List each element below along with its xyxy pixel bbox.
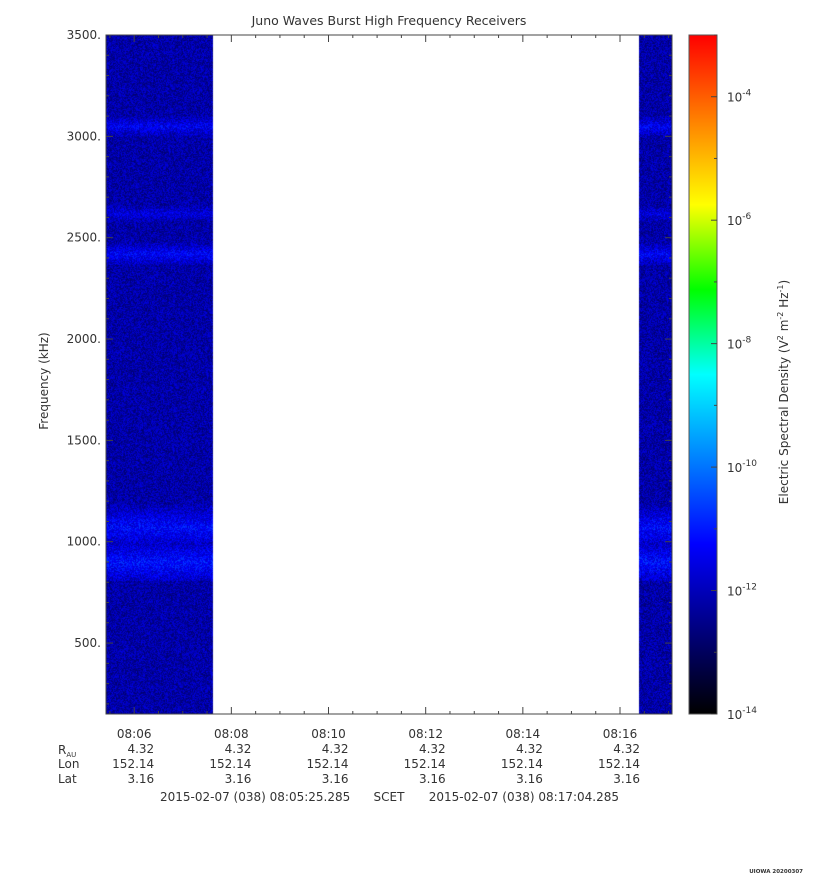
- ephemeris-lat-value: 3.16: [322, 772, 349, 786]
- x-tick-label: 08:16: [603, 727, 638, 741]
- colorbar-tick-label: 10-14: [727, 706, 757, 722]
- ephemeris-rau-value: 4.32: [516, 742, 543, 756]
- y-tick-label: 1000.: [67, 535, 101, 549]
- colorbar-tick-label: 10-10: [727, 459, 757, 475]
- ephemeris-lon-value: 152.14: [501, 757, 543, 771]
- colorbar-gradient: [688, 34, 718, 715]
- y-axis-ticks: 3500. 3000. 2500. 2000. 1500. 1000. 500.: [67, 28, 672, 705]
- time-span-start: 2015-02-07 (038) 08:05:25.285: [160, 790, 350, 804]
- spectrogram-image: [106, 35, 672, 714]
- ephemeris-rau-value: 4.32: [419, 742, 446, 756]
- y-tick-label: 2000.: [67, 332, 101, 346]
- ephemeris-lon-value: 152.14: [112, 757, 154, 771]
- plot-frame: [105, 34, 673, 715]
- colorbar-label: Electric Spectral Density (V2 m-2 Hz-1): [776, 280, 791, 504]
- y-tick-label: 3000.: [67, 129, 101, 143]
- ephemeris-rau-value: 4.32: [225, 742, 252, 756]
- ephemeris-lat-value: 3.16: [516, 772, 543, 786]
- ephemeris-lat-value: 3.16: [127, 772, 154, 786]
- lat-row-label: Lat: [58, 772, 77, 786]
- ephemeris-lon-value: 152.14: [307, 757, 349, 771]
- time-span-scet: SCET: [374, 790, 406, 804]
- y-tick-label: 1500.: [67, 433, 101, 447]
- x-tick-label: 08:12: [408, 727, 443, 741]
- time-span-line: 2015-02-07 (038) 08:05:25.285 SCET 2015-…: [160, 790, 619, 804]
- x-tick-label: 08:10: [311, 727, 346, 741]
- x-tick-label: 08:08: [214, 727, 249, 741]
- colorbar: 10-4 10-6 10-8 10-10 10-12 10-14 Electric Spe…: [688, 34, 791, 722]
- ephemeris-rau-value: 4.32: [613, 742, 640, 756]
- y-tick-label: 500.: [74, 636, 101, 650]
- rau-main-label: R: [58, 743, 66, 757]
- ephemeris-lon-value: 152.14: [209, 757, 251, 771]
- colorbar-ticks: 10-4 10-6 10-8 10-10 10-12 10-14: [711, 34, 757, 722]
- x-axis-ticks: 08:06 08:08 08:10 08:12 08:14 08:16: [109, 35, 670, 741]
- x-tick-label: 08:06: [117, 727, 152, 741]
- rau-row-label: RAU: [58, 743, 76, 759]
- colorbar-tick-label: 10-6: [727, 212, 752, 228]
- time-span-end: 2015-02-07 (038) 08:17:04.285: [429, 790, 619, 804]
- colorbar-tick-label: 10-8: [727, 336, 752, 352]
- ephemeris-lon-value: 152.14: [598, 757, 640, 771]
- ephemeris-lon-value: 152.14: [404, 757, 446, 771]
- chart-title: Juno Waves Burst High Frequency Receiver…: [251, 13, 527, 28]
- ephemeris-lat-value: 3.16: [225, 772, 252, 786]
- spectrogram-plot: [105, 34, 673, 715]
- ephemeris-lat-value: 3.16: [419, 772, 446, 786]
- rau-sub-label: AU: [66, 751, 76, 759]
- y-tick-label: 3500.: [67, 28, 101, 42]
- footer-stamp: UIOWA 20200307: [749, 869, 803, 875]
- colorbar-tick-label: 10-12: [727, 583, 757, 599]
- colorbar-tick-label: 10-4: [727, 89, 752, 105]
- lon-row-label: Lon: [58, 757, 79, 771]
- ephemeris-rau-value: 4.32: [127, 742, 154, 756]
- ephemeris-table: RAU Lon Lat 4.32152.143.164.32152.143.16…: [58, 742, 640, 786]
- ephemeris-rau-value: 4.32: [322, 742, 349, 756]
- x-tick-label: 08:14: [506, 727, 541, 741]
- y-tick-label: 2500.: [67, 231, 101, 245]
- y-axis-label: Frequency (kHz): [37, 332, 51, 429]
- ephemeris-lat-value: 3.16: [613, 772, 640, 786]
